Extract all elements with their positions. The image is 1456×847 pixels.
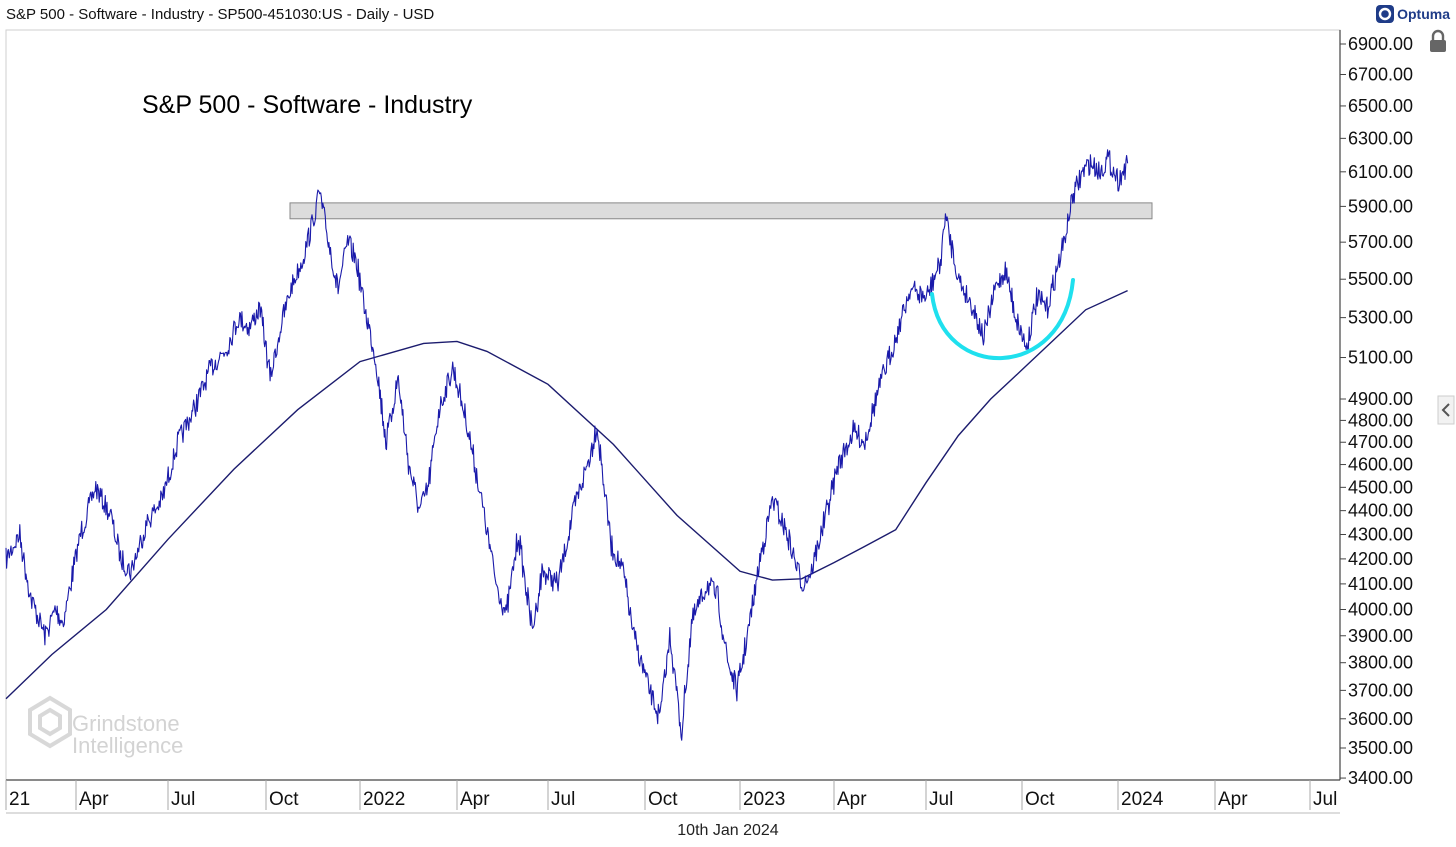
y-tick-label: 6300.00 <box>1348 128 1413 148</box>
y-tick-label: 4500.00 <box>1348 477 1413 497</box>
lock-icon[interactable] <box>1430 29 1446 52</box>
y-tick-label: 5300.00 <box>1348 308 1413 328</box>
y-tick-label: 4100.00 <box>1348 574 1413 594</box>
watermark-line-2: Intelligence <box>72 733 183 758</box>
watermark: Grindstone Intelligence <box>28 695 183 758</box>
x-tick-label: Oct <box>648 789 678 810</box>
x-tick-label: Apr <box>837 789 867 810</box>
resistance-zone <box>289 202 1153 220</box>
x-tick-label: Apr <box>460 789 490 810</box>
x-tick-label: Jul <box>1313 789 1337 810</box>
x-tick-label: 21 <box>9 789 30 810</box>
chart-header-title: S&P 500 - Software - Industry - SP500-45… <box>6 6 435 23</box>
chart-footer-date: 10th Jan 2024 <box>677 822 779 839</box>
moving-average-line <box>5 289 1128 700</box>
y-tick-label: 5500.00 <box>1348 269 1413 289</box>
watermark-hexagon-icon <box>28 695 72 749</box>
x-tick-label: 2024 <box>1121 789 1164 810</box>
y-tick-label: 6500.00 <box>1348 96 1413 116</box>
watermark-line-1: Grindstone <box>72 711 180 736</box>
collapse-panel-chevron-icon[interactable] <box>1437 395 1455 425</box>
chart-title: S&P 500 - Software - Industry <box>142 91 473 119</box>
y-tick-label: 5900.00 <box>1348 196 1413 216</box>
y-tick-label: 3500.00 <box>1348 738 1413 758</box>
series-layer <box>5 149 1129 741</box>
x-tick-label: Oct <box>1025 789 1055 810</box>
y-tick-label: 4800.00 <box>1348 410 1413 430</box>
y-tick-label: 3800.00 <box>1348 653 1413 673</box>
x-tick-label: Oct <box>269 789 299 810</box>
y-tick-label: 4700.00 <box>1348 432 1413 452</box>
x-axis: 21 Apr Jul Oct 2022 Apr Jul Oct 2023 Apr Jul Oct 202… <box>5 779 1340 814</box>
optuma-logo: Optuma <box>1376 3 1450 25</box>
y-tick-label: 4000.00 <box>1348 600 1413 620</box>
x-tick-label: Jul <box>171 789 195 810</box>
x-tick-label: Jul <box>929 789 953 810</box>
y-tick-label: 3700.00 <box>1348 680 1413 700</box>
price-line <box>5 149 1129 741</box>
y-tick-label: 4900.00 <box>1348 389 1413 409</box>
y-tick-label: 3400.00 <box>1348 768 1413 788</box>
y-tick-label: 4400.00 <box>1348 501 1413 521</box>
y-tick-label: 4200.00 <box>1348 549 1413 569</box>
x-tick-label: Apr <box>79 789 109 810</box>
optuma-logo-icon <box>1376 5 1395 23</box>
y-tick-label: 4600.00 <box>1348 455 1413 475</box>
y-tick-label: 6900.00 <box>1348 34 1413 54</box>
y-tick-label: 3600.00 <box>1348 709 1413 729</box>
x-tick-label: Apr <box>1218 789 1248 810</box>
y-tick-label: 3900.00 <box>1348 626 1413 646</box>
y-tick-label: 6700.00 <box>1348 65 1413 85</box>
y-tick-label: 6100.00 <box>1348 162 1413 182</box>
y-tick-label: 5700.00 <box>1348 232 1413 252</box>
y-axis: 6900.00 6700.00 6500.00 6300.00 6100.00 5900.… <box>1339 30 1413 788</box>
x-tick-label: Jul <box>551 789 575 810</box>
y-tick-label: 5100.00 <box>1348 348 1413 368</box>
y-tick-label: 4300.00 <box>1348 524 1413 544</box>
x-tick-label: 2022 <box>363 789 405 810</box>
optuma-logo-text: Optuma <box>1397 6 1450 22</box>
annotations <box>289 202 1153 220</box>
rounded-bottom-arc <box>930 278 1075 361</box>
x-tick-label: 2023 <box>743 789 785 810</box>
